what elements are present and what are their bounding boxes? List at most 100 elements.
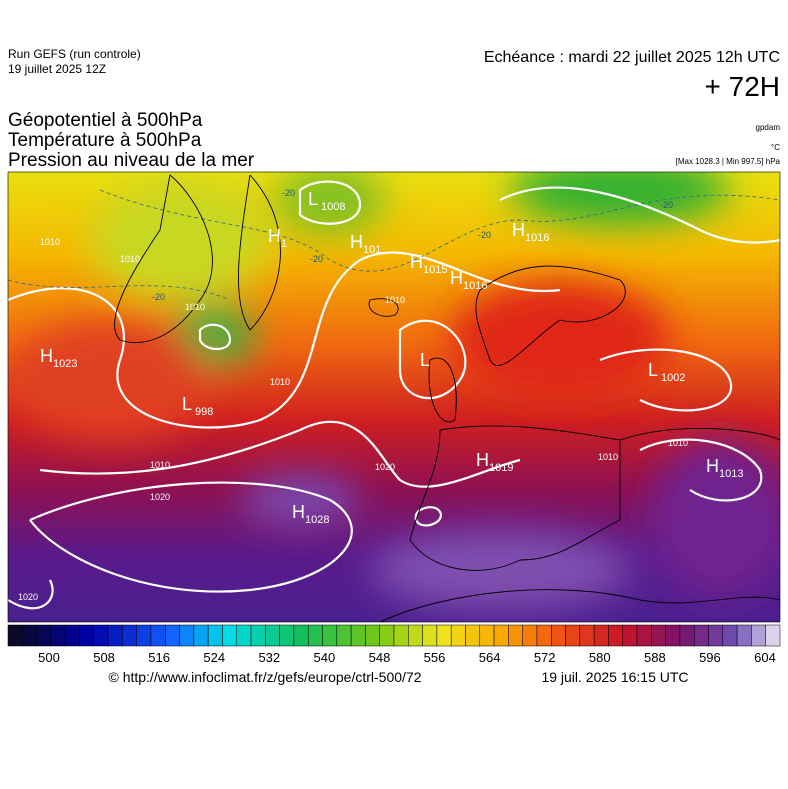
colorbar-cell: [508, 624, 523, 647]
colorbar-cell: [722, 624, 738, 647]
center-value: 1008: [321, 201, 345, 213]
colorbar-tick-label: 564: [479, 650, 501, 665]
colorbar-cell: [365, 624, 380, 647]
isobar-label: 1010: [40, 237, 60, 247]
colorbar-cell: [551, 624, 566, 647]
colorbar-cell: [64, 624, 80, 647]
colorbar-tick-label: 588: [644, 650, 666, 665]
colorbar-cell: [107, 624, 123, 647]
colorbar-cell: [579, 624, 595, 647]
colorbar-cell: [165, 624, 180, 647]
colorbar-cell: [222, 624, 237, 647]
colorbar-cell: [7, 624, 23, 647]
colorbar-cell: [150, 624, 166, 647]
generated-time: 19 juil. 2025 16:15 UTC: [541, 669, 688, 685]
colorbar-cell: [622, 624, 638, 647]
colorbar-tick-label: 516: [148, 650, 170, 665]
center-letter: H: [476, 450, 489, 470]
center-letter: H: [512, 220, 525, 240]
isobar-label: 1010: [150, 460, 170, 470]
center-value: 1023: [53, 358, 77, 370]
colorbar-cell: [393, 624, 409, 647]
colorbar-cell: [79, 624, 95, 647]
coastlines: [114, 174, 780, 622]
center-letter: L: [308, 189, 318, 209]
colorbar-cell: [336, 624, 352, 647]
colorbar-cell: [450, 624, 466, 647]
center-value: 1002: [661, 372, 685, 384]
center-value: 1013: [719, 468, 743, 480]
lead-time: + 72H: [705, 71, 781, 102]
colorbar-cell: [536, 624, 552, 647]
colorbar-cell: [751, 624, 766, 647]
isobar-label: 1020: [18, 592, 38, 602]
colorbar: 500 508 516 524 532 540 548 556 564 572 580 588 596 6…: [7, 624, 781, 665]
colorbar-cell: [736, 624, 752, 647]
colorbar-cell: [408, 624, 423, 647]
colorbar-cell: [493, 624, 509, 647]
colorbar-cell: [436, 624, 452, 647]
center-letter: L: [182, 394, 192, 414]
center-value: 998: [195, 406, 213, 418]
unit-geopotential: gpdam: [756, 123, 781, 132]
colorbar-tick-label: 508: [93, 650, 115, 665]
colorbar-cell: [379, 624, 395, 647]
colorbar-tick-label: 580: [589, 650, 611, 665]
colorbar-cell: [522, 624, 538, 647]
colorbar-cell: [279, 624, 295, 647]
colorbar-cell: [679, 624, 695, 647]
colorbar-cell: [479, 624, 495, 647]
source-url: © http://www.infoclimat.fr/z/gefs/europe…: [108, 669, 421, 685]
colorbar-cell: [708, 624, 724, 647]
center-letter: H: [450, 268, 463, 288]
colorbar-cell: [207, 624, 223, 647]
title-geopotential: Géopotentiel à 500hPa: [8, 110, 203, 131]
run-date: 19 juillet 2025 12Z: [8, 62, 106, 76]
run-label: Run GEFS (run controle): [8, 47, 141, 61]
isobar-label: 1020: [375, 462, 395, 472]
temperature-label: -20: [478, 230, 491, 240]
colorbar-cell: [565, 624, 581, 647]
temperature-label: -20: [152, 292, 165, 302]
colorbar-cell: [350, 624, 366, 647]
colorbar-cell: [136, 624, 152, 647]
colorbar-tick-label: 532: [258, 650, 280, 665]
center-letter: H: [268, 226, 281, 246]
unit-temperature: °C: [771, 143, 780, 152]
temperature-label: -20: [282, 188, 295, 198]
center-value: 101: [363, 244, 381, 256]
isobar-label: 1010: [270, 377, 290, 387]
isobars: [8, 180, 780, 610]
colorbar-cell: [693, 624, 709, 647]
temperature-label: -20: [310, 254, 323, 264]
colorbar-cell: [193, 624, 209, 647]
center-letter: L: [648, 360, 658, 380]
colorbar-cell: [22, 624, 37, 647]
colorbar-cell: [179, 624, 195, 647]
map-area: [8, 172, 780, 622]
colorbar-tick-label: 524: [203, 650, 225, 665]
colorbar-cell: [307, 624, 323, 647]
colorbar-cell: [593, 624, 609, 647]
colorbar-cell: [93, 624, 109, 647]
isobar-label: 1020: [150, 492, 170, 502]
center-value: 1015: [423, 264, 447, 276]
colorbar-cell: [250, 624, 266, 647]
colorbar-cell: [265, 624, 280, 647]
colorbar-tick-label: 604: [754, 650, 776, 665]
colorbar-cell: [122, 624, 137, 647]
title-pressure: Pression au niveau de la mer: [8, 150, 255, 171]
temperature-label: -20: [660, 200, 673, 210]
isobar-label: 1010: [185, 302, 205, 312]
colorbar-cell: [236, 624, 252, 647]
colorbar-cell: [322, 624, 338, 647]
center-value: 1: [281, 238, 287, 250]
colorbar-tick-label: 540: [314, 650, 336, 665]
colorbar-cell: [636, 624, 652, 647]
map-frame: [7, 171, 781, 623]
center-value: 1016: [463, 280, 487, 292]
isobar-label: 1010: [120, 254, 140, 264]
colorbar-cell: [651, 624, 666, 647]
